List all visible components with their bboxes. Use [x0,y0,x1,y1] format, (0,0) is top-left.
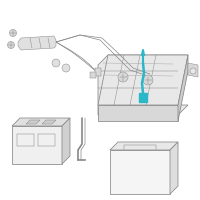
Polygon shape [170,142,178,194]
Circle shape [143,75,153,85]
Circle shape [190,68,196,74]
Polygon shape [98,105,178,121]
Polygon shape [62,118,70,164]
Polygon shape [90,72,96,78]
Polygon shape [98,55,188,105]
Polygon shape [12,118,70,126]
Polygon shape [42,120,56,124]
Circle shape [52,59,60,67]
Polygon shape [188,63,198,77]
Polygon shape [178,55,188,121]
Bar [139,93,147,102]
Polygon shape [110,142,178,150]
Polygon shape [12,126,62,164]
Polygon shape [26,120,40,124]
Polygon shape [18,36,56,50]
Circle shape [62,64,70,72]
Polygon shape [98,55,188,115]
Polygon shape [110,150,170,194]
Polygon shape [95,68,101,76]
Circle shape [118,72,128,82]
Circle shape [8,42,14,48]
Circle shape [10,29,16,36]
